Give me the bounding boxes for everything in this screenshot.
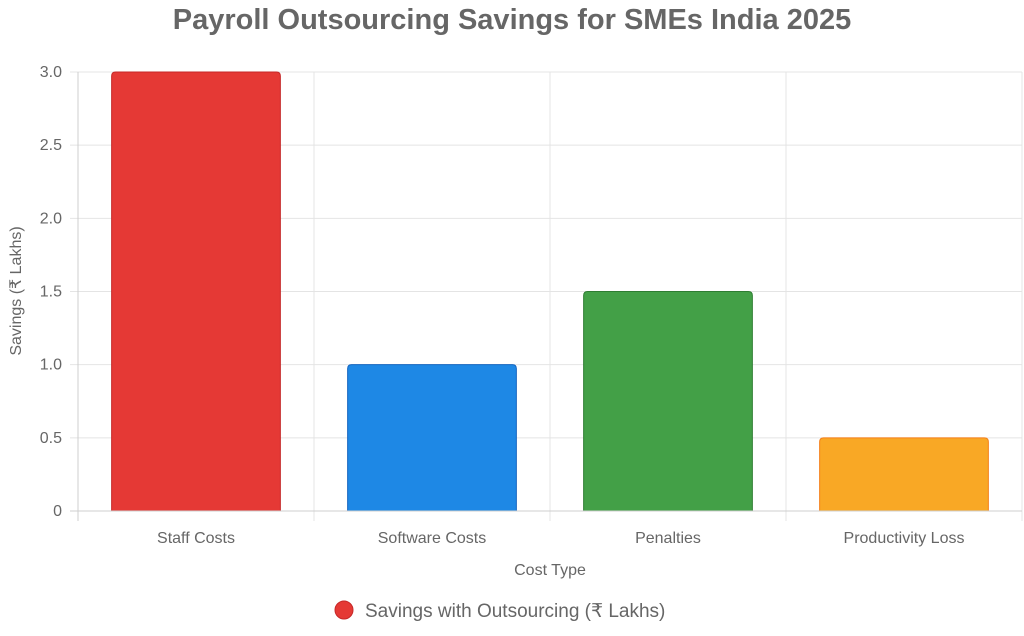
x-tick-label: Penalties: [635, 530, 701, 547]
bar-productivity-loss[interactable]: [819, 437, 989, 512]
bar-staff-costs[interactable]: [111, 71, 281, 512]
y-tick-label: 0: [53, 503, 62, 520]
legend[interactable]: Savings with Outsourcing (₹ Lakhs): [334, 600, 665, 622]
bar-penalties[interactable]: [583, 291, 753, 512]
axes: 0 0.5 1.0 1.5 2.0 2.5 3.0 Staff Costs Software C…: [40, 64, 1022, 547]
x-tick-label: Staff Costs: [157, 530, 235, 547]
y-tick-label: 1.0: [40, 357, 62, 374]
chart-title: Payroll Outsourcing Savings for SMEs Ind…: [172, 4, 852, 36]
x-axis-title: Cost Type: [514, 562, 586, 579]
legend-swatch: [334, 600, 354, 620]
y-axis-title: Savings (₹ Lakhs): [8, 226, 25, 355]
x-tick-label: Productivity Loss: [844, 530, 965, 547]
y-tick-label: 0.5: [40, 430, 62, 447]
x-tick-label: Software Costs: [378, 530, 486, 547]
bars: [111, 71, 989, 512]
y-tick-label: 1.5: [40, 284, 62, 301]
legend-label: Savings with Outsourcing (₹ Lakhs): [365, 601, 665, 622]
bar-software-costs[interactable]: [347, 364, 517, 512]
y-tick-label: 2.5: [40, 137, 62, 154]
y-tick-label: 3.0: [40, 64, 62, 81]
y-tick-label: 2.0: [40, 210, 62, 227]
